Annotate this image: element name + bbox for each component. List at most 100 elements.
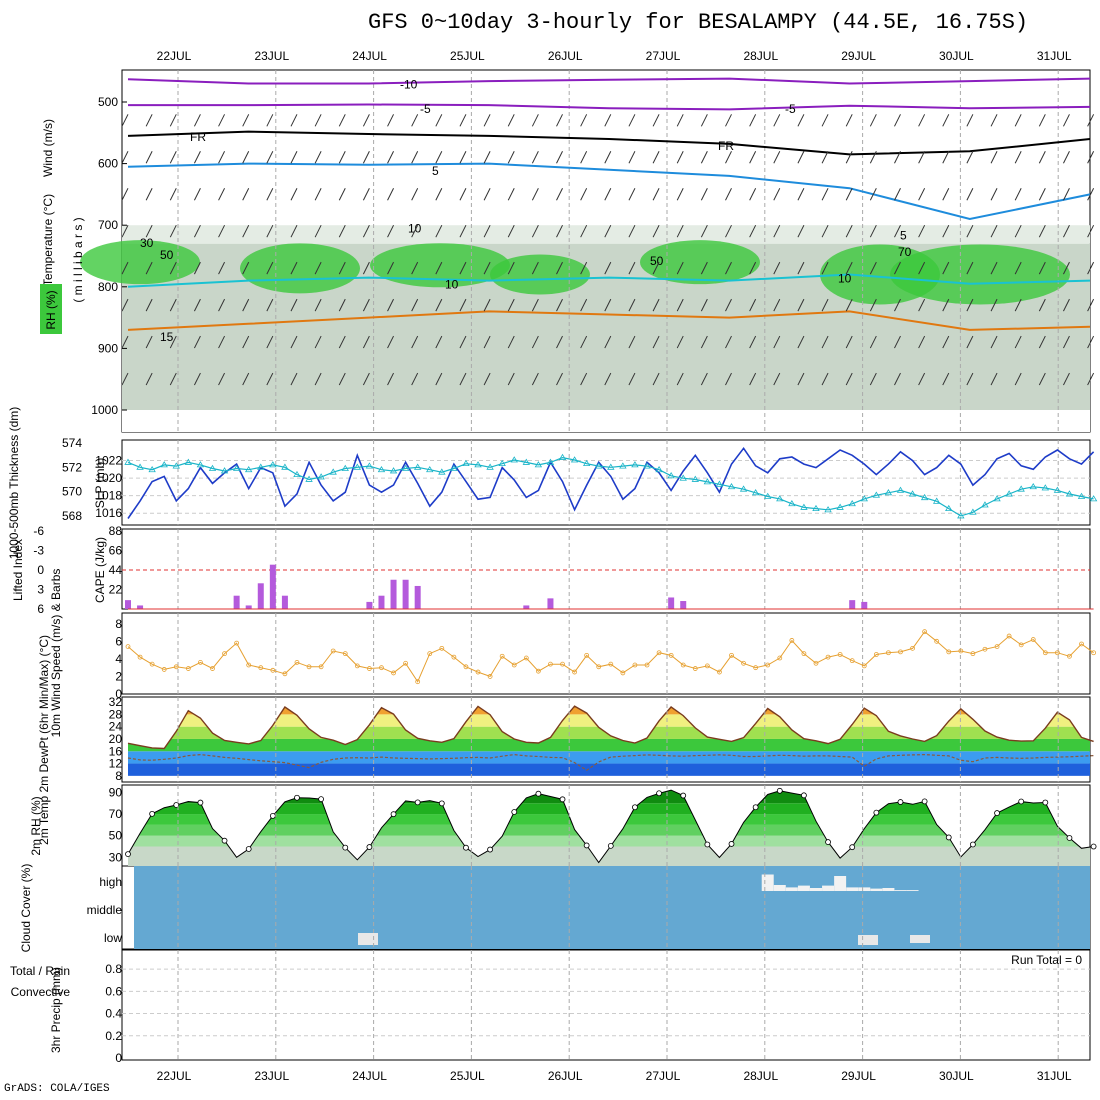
- wind-barb: [749, 224, 757, 238]
- thickness-point: [462, 459, 470, 467]
- wind-barb: [990, 372, 998, 386]
- wind-barb: [531, 224, 539, 238]
- wind-speed-point: [777, 655, 783, 661]
- rh-point: [463, 844, 469, 851]
- thickness-point: [558, 453, 567, 460]
- wind-barb: [121, 114, 129, 127]
- cloud-high-bar: [846, 887, 859, 891]
- rh-tick: 90: [109, 785, 123, 799]
- wind-speed-point: [330, 648, 336, 654]
- wind-barb: [797, 261, 805, 275]
- temp-tick: 28: [109, 707, 123, 721]
- wind-barb: [411, 151, 419, 164]
- panel-frame-cape: [121, 528, 1091, 610]
- thickness-point: [220, 467, 229, 474]
- wind-barb: [314, 188, 322, 201]
- wind-barb: [1014, 114, 1022, 127]
- wind-barb: [242, 335, 250, 349]
- wind-barb: [700, 261, 708, 275]
- thickness-point: [474, 461, 482, 468]
- rh-point: [994, 810, 1000, 816]
- wind-barb: [242, 188, 250, 201]
- wind-barb: [749, 335, 757, 349]
- wind-speed-point: [837, 652, 843, 657]
- wind-speed-point: [922, 629, 928, 635]
- thickness-tick: 568: [62, 509, 82, 523]
- wind-barb: [894, 372, 901, 386]
- precip-tick: 0.4: [105, 1007, 122, 1021]
- rh-point: [414, 799, 421, 806]
- rh-point: [849, 844, 856, 851]
- wind-tick: 6: [115, 634, 122, 648]
- wind-barb: [797, 224, 805, 238]
- wind-barb: [411, 224, 419, 238]
- wind-barb: [145, 188, 153, 201]
- rh-point: [1066, 835, 1073, 841]
- rh-point: [390, 811, 397, 818]
- wind-speed-point: [475, 669, 481, 675]
- wind-barb: [845, 151, 853, 164]
- pressure-tick: 900: [98, 341, 118, 355]
- wind-barb: [362, 188, 370, 201]
- wind-barb: [628, 372, 636, 386]
- thickness-point: [860, 495, 868, 502]
- wind-barb: [435, 335, 443, 349]
- isotherm-line: [127, 77, 1091, 85]
- wind-speed-point: [886, 650, 891, 656]
- wind-barb: [700, 372, 708, 386]
- rh-point: [607, 842, 614, 849]
- cloud-low-bar: [358, 933, 378, 945]
- wind-barb: [483, 298, 491, 312]
- bottom-date-label: 24JUL: [352, 1069, 387, 1083]
- rh-point: [1018, 798, 1025, 805]
- cloud-tick: high: [99, 875, 122, 889]
- wind-barb: [676, 224, 684, 238]
- wind-speed-point: [366, 666, 372, 671]
- thickness-point: [643, 462, 651, 469]
- wind-speed-point: [234, 640, 240, 646]
- li-tick: -3: [33, 544, 44, 558]
- wind-barb: [193, 335, 201, 349]
- thickness-tick: 570: [62, 485, 82, 499]
- wind-barb: [218, 224, 226, 238]
- wind-barb: [1063, 261, 1070, 275]
- wind-barb: [435, 224, 443, 238]
- wind-barb: [338, 261, 346, 275]
- thickness-point: [764, 492, 772, 499]
- wind-speed-point: [656, 650, 662, 656]
- wind-barb: [387, 188, 394, 201]
- wind-barb: [507, 298, 515, 312]
- rh-point: [197, 799, 204, 806]
- wind-barb: [894, 188, 901, 201]
- wind-barb: [918, 261, 926, 275]
- cape-bar: [414, 585, 421, 609]
- thickness-tick: 572: [62, 460, 82, 474]
- cape-bar: [378, 595, 385, 609]
- wind-barb: [580, 372, 588, 386]
- contour-label: FR: [718, 139, 734, 153]
- thickness-point: [1041, 484, 1050, 491]
- wind-barb: [652, 298, 660, 312]
- wind-barb: [676, 298, 684, 312]
- wind-barb: [483, 372, 491, 386]
- wind-barb: [145, 372, 153, 386]
- wind-barb: [556, 114, 563, 127]
- thickness-point: [908, 490, 917, 497]
- wind-speed-point: [572, 669, 577, 675]
- wind-speed-point: [801, 651, 807, 657]
- wind-speed-point: [717, 669, 722, 675]
- wind-barb: [990, 335, 998, 349]
- wind-barb: [218, 151, 226, 164]
- wind-speed-point: [173, 664, 179, 670]
- temp-tick: 12: [109, 757, 123, 771]
- cloud-high-bar: [761, 874, 774, 891]
- wind-barb: [918, 114, 926, 127]
- temp-tick: 24: [109, 720, 123, 734]
- thickness-point: [981, 501, 989, 508]
- thickness-point: [619, 462, 627, 469]
- wind-speed-point: [427, 651, 433, 657]
- wind-barb: [435, 298, 443, 312]
- precip-tick: 0: [115, 1051, 122, 1065]
- wind-barb: [531, 114, 539, 127]
- dewpt-line: [127, 753, 1094, 772]
